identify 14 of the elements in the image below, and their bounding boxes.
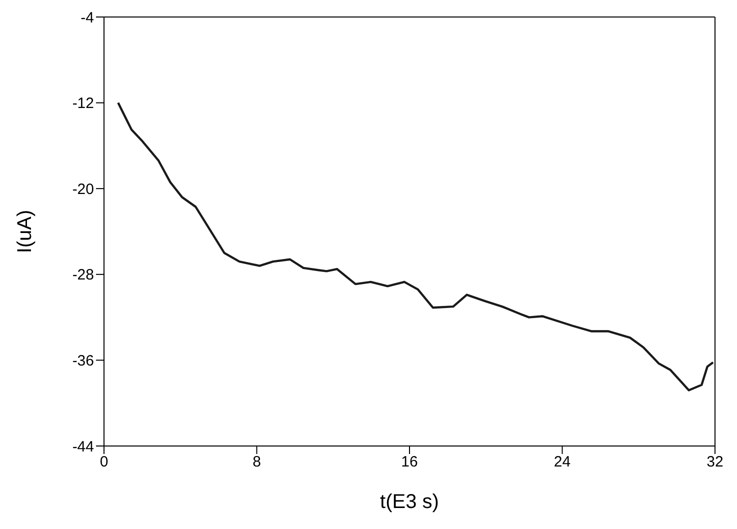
y-tick-label: -12 bbox=[72, 95, 94, 112]
y-tick-label: -44 bbox=[72, 438, 94, 456]
y-tick-label: -4 bbox=[80, 9, 94, 26]
y-tick-label: -20 bbox=[72, 180, 94, 198]
x-tick-label: 24 bbox=[554, 454, 571, 471]
line-series bbox=[117, 102, 714, 392]
y-axis-title: I(uA) bbox=[14, 210, 36, 254]
y-tick-label: -28 bbox=[72, 266, 94, 284]
x-tick-label: 0 bbox=[100, 454, 108, 471]
x-tick-label: 16 bbox=[401, 454, 418, 471]
y-tick-label: -36 bbox=[72, 352, 94, 370]
x-axis-title: t(E3 s) bbox=[380, 491, 439, 513]
x-tick-label: 32 bbox=[706, 454, 724, 471]
x-tick-label: 8 bbox=[252, 454, 261, 471]
